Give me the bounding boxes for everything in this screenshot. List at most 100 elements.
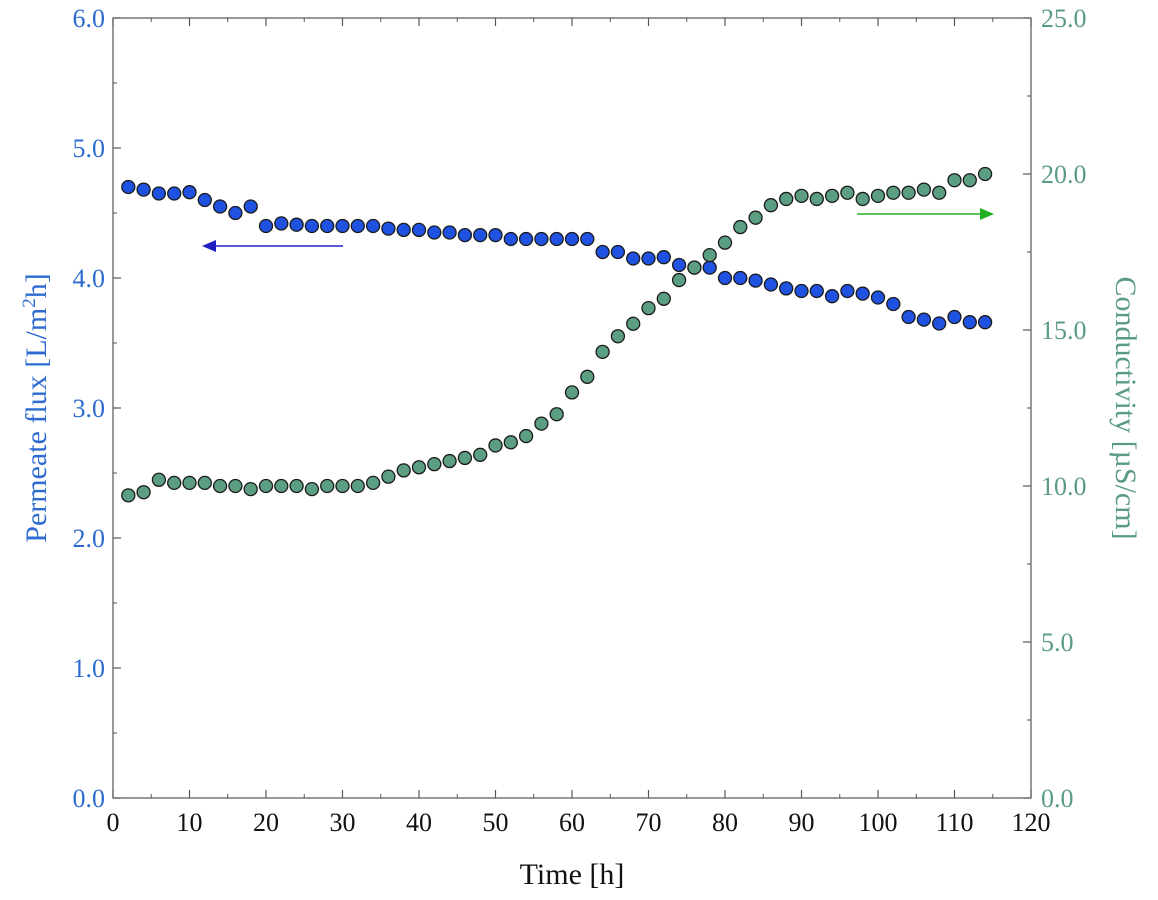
conductivity-point	[932, 185, 947, 200]
conductivity-point	[733, 219, 748, 235]
left-axis-title-main: Permeate flux [L/m	[20, 308, 53, 543]
flux-point	[350, 218, 365, 234]
conductivity-point	[901, 185, 916, 200]
conductivity-point	[518, 428, 534, 444]
conductivity-point	[763, 198, 779, 213]
flux-point	[457, 227, 473, 243]
x-tick-label: 60	[559, 808, 585, 837]
left-tick-label: 6.0	[73, 4, 106, 33]
left-tick-label: 2.0	[73, 524, 106, 553]
flux-point	[809, 283, 824, 299]
conductivity-point	[656, 291, 671, 306]
flux-point	[503, 231, 518, 247]
flux-point	[626, 251, 641, 266]
conductivity-point	[809, 191, 824, 207]
flux-point	[779, 281, 794, 296]
x-tick-label: 40	[406, 808, 432, 837]
flux-point	[855, 286, 870, 301]
flux-point	[518, 231, 534, 247]
flux-point	[121, 179, 136, 195]
flux-point	[610, 244, 626, 260]
flux-point	[901, 309, 916, 325]
conductivity-point	[916, 182, 932, 197]
conductivity-point	[212, 478, 228, 494]
x-tick-label: 30	[330, 808, 356, 837]
flux-point	[197, 192, 212, 208]
flux-point	[289, 217, 304, 232]
conductivity-point	[580, 369, 595, 384]
flux-point	[824, 289, 840, 304]
conductivity-point	[687, 260, 702, 275]
x-tick-label: 20	[253, 808, 279, 837]
conductivity-point	[457, 450, 473, 466]
left-axis-title: Permeate flux [L/m2h]	[19, 273, 53, 542]
conductivity-point	[534, 416, 549, 431]
flux-point	[167, 186, 182, 201]
right-tick-label: 15.0	[1041, 316, 1087, 345]
flux-point	[748, 273, 763, 288]
flux-point	[182, 185, 197, 200]
flux-point	[656, 250, 671, 265]
flux-point	[916, 312, 932, 327]
flux-point	[442, 225, 457, 240]
flux-point	[595, 244, 610, 260]
flux-point	[320, 218, 335, 234]
x-tick-label: 50	[483, 808, 509, 837]
left-axis-title-end: h]	[20, 273, 53, 298]
conductivity-point	[304, 481, 320, 497]
left-tick-label: 3.0	[73, 394, 106, 423]
conductivity-point	[610, 329, 626, 344]
flux-point	[274, 216, 289, 231]
flux-point	[886, 296, 901, 312]
flux-point	[136, 182, 151, 197]
left-axis-title-superscript: 2	[19, 298, 40, 308]
conductivity-point	[396, 463, 411, 478]
conductivity-point	[947, 173, 962, 188]
left-axis-ticks: 0.0 1.0 2.0 3.0 4.0 5.0 6.0	[73, 4, 121, 813]
x-tick-label: 70	[636, 808, 662, 837]
x-tick-label: 80	[712, 808, 738, 837]
conductivity-point	[564, 385, 580, 400]
left-tick-label: 0.0	[73, 784, 106, 813]
conductivity-point	[748, 210, 763, 225]
conductivity-point	[794, 188, 809, 203]
conductivity-point	[320, 478, 335, 494]
conductivity-point	[289, 478, 304, 494]
conductivity-point	[641, 301, 656, 316]
conductivity-point	[488, 438, 503, 453]
left-tick-label: 5.0	[73, 134, 106, 163]
flux-point	[671, 257, 687, 273]
right-tick-label: 10.0	[1041, 472, 1087, 501]
flux-point	[258, 218, 274, 234]
conductivity-point	[442, 453, 457, 469]
flux-point	[717, 270, 733, 286]
x-tick-label: 90	[789, 808, 815, 837]
conductivity-point	[350, 478, 365, 494]
flux-point	[473, 227, 488, 243]
flux-point	[427, 225, 442, 240]
conductivity-point	[365, 475, 381, 491]
flux-point	[763, 277, 779, 292]
flux-point	[794, 283, 809, 299]
right-tick-label: 0.0	[1041, 784, 1074, 813]
left-tick-label: 4.0	[73, 264, 106, 293]
conductivity-point	[503, 435, 518, 450]
flux-point	[947, 309, 962, 325]
flux-point	[977, 315, 993, 330]
series-conductivity	[121, 166, 993, 503]
conductivity-point	[258, 478, 274, 494]
flux-point	[641, 251, 656, 266]
conductivity-point	[243, 481, 258, 497]
conductivity-point	[549, 407, 564, 422]
conductivity-point	[626, 316, 641, 331]
left-tick-label: 1.0	[73, 654, 106, 683]
flux-point	[870, 290, 886, 305]
flux-point	[564, 231, 580, 247]
x-tick-label: 10	[177, 808, 203, 837]
conductivity-point	[473, 447, 488, 462]
flux-point	[549, 231, 564, 247]
flux-point	[304, 218, 320, 234]
conductivity-point	[717, 235, 733, 250]
conductivity-point	[824, 188, 840, 203]
